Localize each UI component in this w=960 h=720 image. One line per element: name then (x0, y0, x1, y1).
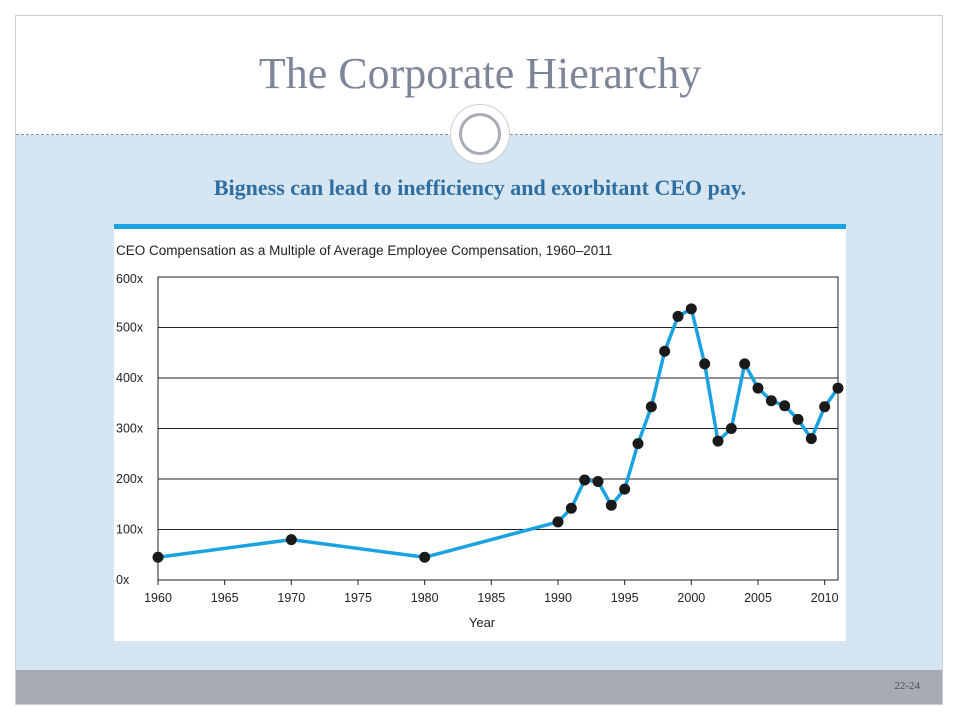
circle-ornament-inner (459, 113, 501, 155)
x-tick-label: 2005 (744, 591, 772, 605)
footer-bar (16, 670, 942, 704)
page-number: 22-24 (894, 680, 920, 692)
circle-ornament-icon (450, 104, 510, 164)
data-point-2004 (739, 358, 751, 370)
data-point-1996 (632, 438, 644, 450)
data-point-2008 (792, 413, 804, 425)
data-point-2011 (832, 382, 844, 394)
chart-top-rule (114, 224, 846, 229)
data-point-1991 (565, 502, 577, 514)
series-line (157, 307, 840, 560)
x-tick-label: 1975 (344, 591, 372, 605)
y-tick-label: 100x (116, 523, 144, 537)
line-chart: CEO Compensation as a Multiple of Averag… (114, 224, 846, 630)
chart-title: CEO Compensation as a Multiple of Averag… (116, 243, 612, 258)
x-tick-label: 1995 (611, 591, 639, 605)
plot-frame (157, 276, 839, 581)
data-point-1999 (672, 310, 684, 322)
y-tick-label: 200x (116, 472, 144, 486)
x-tick-label: 2010 (811, 591, 839, 605)
slide-subtitle: Bigness can lead to inefficiency and exo… (213, 175, 747, 200)
data-point-2010 (819, 401, 831, 413)
x-tick-label: 1960 (144, 591, 172, 605)
y-tick-label: 300x (116, 422, 144, 436)
y-tick-label: 400x (116, 371, 144, 385)
x-tick-label: 1990 (544, 591, 572, 605)
data-point-2001 (699, 358, 711, 370)
data-point-2007 (779, 400, 791, 412)
slide-frame (15, 15, 943, 705)
chart-panel: CEO Compensation as a Multiple of Averag… (114, 224, 846, 641)
x-tick-label: 1970 (277, 591, 305, 605)
data-point-1997 (645, 401, 657, 413)
data-point-2000 (685, 303, 697, 315)
data-point-2009 (805, 433, 817, 445)
x-tick-label: 1985 (477, 591, 505, 605)
y-tick-label: 0x (116, 573, 130, 587)
data-point-1994 (605, 499, 617, 511)
x-tick-label: 1965 (211, 591, 239, 605)
data-point-2002 (712, 435, 724, 447)
slide-title: The Corporate Hierarchy (258, 49, 702, 98)
data-point-1970 (285, 534, 297, 546)
data-point-1993 (592, 476, 604, 488)
y-tick-label: 500x (116, 321, 144, 335)
data-point-1980 (419, 551, 431, 563)
y-tick-label: 600x (116, 272, 144, 286)
data-point-2003 (725, 423, 737, 434)
data-point-1990 (552, 516, 564, 528)
data-point-2006 (765, 395, 777, 407)
x-axis-label: Year (469, 615, 496, 630)
x-tick-label: 1980 (411, 591, 439, 605)
data-point-1992 (579, 474, 591, 486)
data-point-1998 (659, 345, 671, 357)
data-point-1960 (152, 551, 164, 563)
data-point-1995 (619, 483, 631, 495)
x-tick-label: 2000 (677, 591, 705, 605)
data-point-2005 (752, 382, 764, 394)
